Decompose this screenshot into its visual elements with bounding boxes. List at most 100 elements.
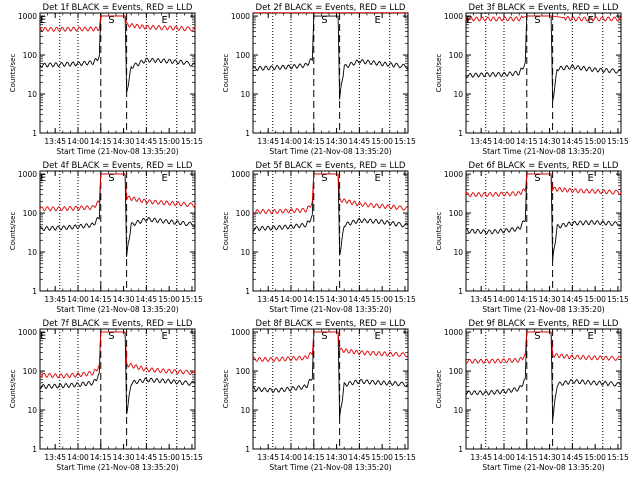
events-series-line [465, 331, 622, 420]
x-tick-label: 15:15 [607, 137, 629, 146]
y-tick-label: 10 [27, 406, 37, 415]
x-tick-label: 14:30 [539, 137, 561, 146]
x-tick-label: 14:00 [67, 453, 89, 462]
panel-4: Det 4f BLACK = Events, RED = LLD 1 10 100 10… [9, 161, 203, 314]
x-tick-label: 14:30 [113, 137, 135, 146]
y-tick-label: 10 [240, 90, 250, 99]
x-tick-label: 14:15 [303, 453, 325, 462]
x-tick-label: 13:45 [257, 295, 279, 304]
panel-2: Det 2f BLACK = Events, RED = LLD 1 10 100 10… [222, 3, 416, 156]
plot-frame [39, 328, 196, 450]
panel-9: Det 9f BLACK = Events, RED = LLD 1 10 100 10… [435, 319, 629, 472]
x-tick-label: 13:45 [44, 137, 66, 146]
y-tick-label: 1000 [18, 12, 37, 21]
x-tick-label: 15:00 [158, 453, 180, 462]
events-series-line [252, 173, 409, 256]
x-tick-label: 15:00 [371, 453, 393, 462]
marker-label-s: S [534, 331, 540, 342]
panel-title: Det 3f BLACK = Events, RED = LLD [469, 3, 619, 13]
marker-label-e: E [374, 15, 380, 26]
y-tick-label: 100 [23, 367, 38, 376]
marker-label-s: S [534, 173, 540, 184]
panel-title: Det 1f BLACK = Events, RED = LLD [43, 3, 193, 13]
x-axis-label: Start Time (21-Nov-08 13:35:20) [56, 463, 178, 472]
x-tick-label: 14:00 [67, 137, 89, 146]
lld-series-line [39, 331, 196, 379]
lld-series-line [465, 15, 622, 22]
marker-label-e: E [374, 173, 380, 184]
panel-title: Det 5f BLACK = Events, RED = LLD [256, 161, 406, 171]
x-tick-label: 14:45 [562, 453, 584, 462]
plot-frame [39, 170, 196, 292]
plot-frame [465, 12, 622, 134]
marker-label-e: E [161, 331, 167, 342]
y-axis-label: Counts/sec [9, 54, 17, 93]
x-tick-label: 13:45 [44, 295, 66, 304]
y-tick-label: 100 [449, 51, 464, 60]
y-tick-label: 1 [32, 129, 37, 138]
y-tick-label: 1 [245, 445, 250, 454]
x-tick-label: 14:15 [90, 453, 112, 462]
plot-frame [252, 328, 409, 450]
y-tick-label: 1000 [18, 328, 37, 337]
marker-label-s: S [321, 331, 327, 342]
panel-title: Det 8f BLACK = Events, RED = LLD [256, 319, 406, 329]
plot-frame [465, 170, 622, 292]
x-tick-label: 14:30 [113, 295, 135, 304]
marker-label-s: S [108, 173, 114, 184]
y-tick-label: 1 [245, 287, 250, 296]
x-tick-label: 14:15 [90, 137, 112, 146]
lld-series-line [465, 331, 622, 364]
y-tick-label: 1000 [444, 328, 463, 337]
x-tick-label: 15:00 [371, 137, 393, 146]
lld-series-line [39, 173, 196, 212]
x-tick-label: 15:00 [158, 137, 180, 146]
plot-frame [252, 12, 409, 134]
x-tick-label: 14:00 [280, 453, 302, 462]
marker-label-e: E [374, 331, 380, 342]
marker-label-s: S [321, 173, 327, 184]
lld-series-line [465, 173, 622, 198]
y-tick-label: 10 [27, 90, 37, 99]
x-tick-label: 13:45 [257, 453, 279, 462]
y-tick-label: 100 [449, 209, 464, 218]
y-tick-label: 10 [453, 406, 463, 415]
x-tick-label: 14:15 [516, 137, 538, 146]
lld-series-line [39, 15, 196, 33]
y-tick-label: 1000 [18, 170, 37, 179]
panel-8: Det 8f BLACK = Events, RED = LLD 1 10 100 10… [222, 319, 416, 472]
y-tick-label: 1000 [231, 170, 250, 179]
y-tick-label: 10 [453, 248, 463, 257]
x-tick-label: 14:45 [136, 453, 158, 462]
x-tick-label: 14:45 [136, 137, 158, 146]
x-tick-label: 14:15 [90, 295, 112, 304]
y-tick-label: 1 [458, 445, 463, 454]
panel-1: Det 1f BLACK = Events, RED = LLD 1 10 100 10… [9, 3, 203, 156]
panel-7: Det 7f BLACK = Events, RED = LLD 1 10 100 10… [9, 319, 203, 472]
y-tick-label: 1 [32, 445, 37, 454]
panel-5: Det 5f BLACK = Events, RED = LLD 1 10 100 10… [222, 161, 416, 314]
y-tick-label: 100 [23, 51, 38, 60]
panel-title: Det 4f BLACK = Events, RED = LLD [43, 161, 193, 171]
x-tick-label: 14:00 [280, 295, 302, 304]
y-tick-label: 1 [32, 287, 37, 296]
marker-label-e: E [466, 15, 472, 26]
panel-6: Det 6f BLACK = Events, RED = LLD 1 10 100 10… [435, 161, 629, 314]
x-tick-label: 14:45 [349, 453, 371, 462]
y-tick-label: 100 [236, 209, 251, 218]
y-tick-label: 100 [449, 367, 464, 376]
x-tick-label: 14:00 [67, 295, 89, 304]
events-series-line [252, 15, 409, 100]
marker-label-e: E [587, 173, 593, 184]
x-tick-label: 14:45 [349, 295, 371, 304]
x-tick-label: 14:30 [326, 137, 348, 146]
y-tick-label: 1 [245, 129, 250, 138]
marker-label-e: E [587, 15, 593, 26]
y-tick-label: 100 [23, 209, 38, 218]
y-tick-label: 100 [236, 367, 251, 376]
y-axis-label: Counts/sec [9, 370, 17, 409]
x-tick-label: 15:15 [607, 295, 629, 304]
x-tick-label: 15:15 [607, 453, 629, 462]
y-axis-label: Counts/sec [9, 212, 17, 251]
events-series-line [465, 15, 622, 102]
